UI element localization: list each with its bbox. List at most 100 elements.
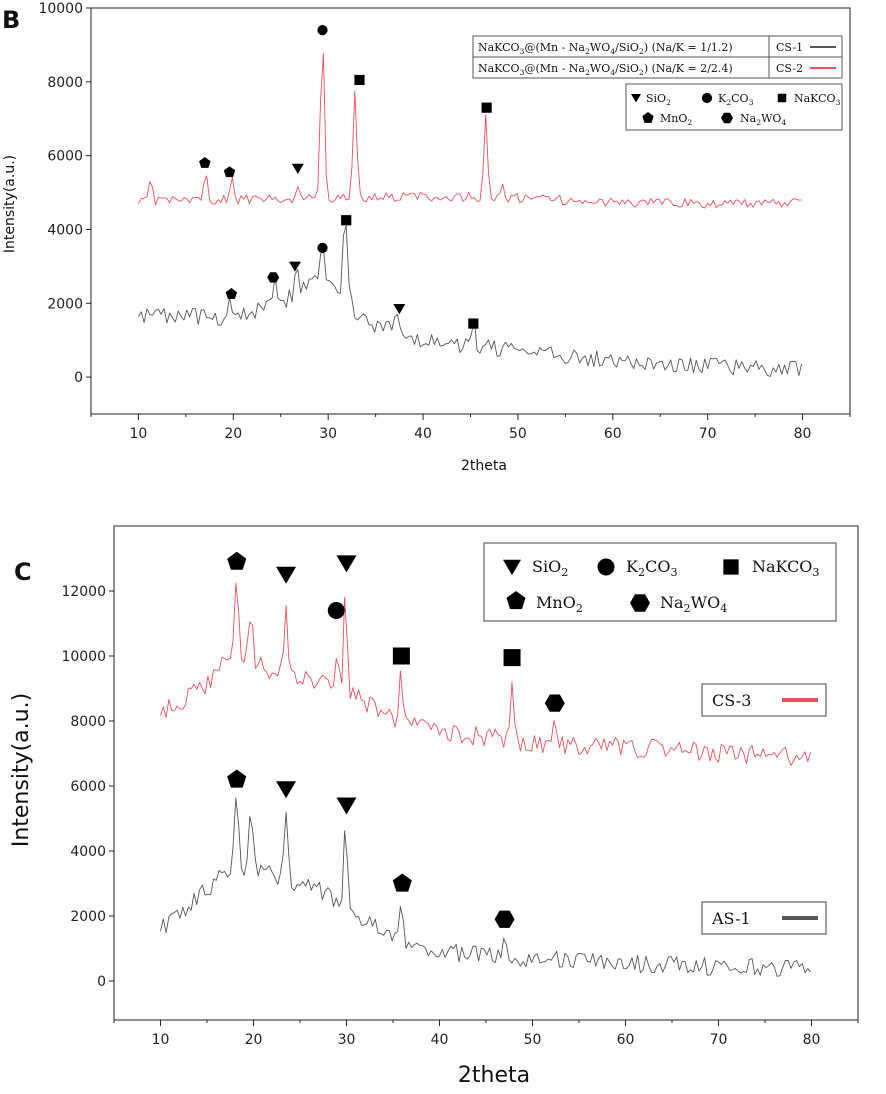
panel-c-x-axis: 10 20 30 40 50 60 70 80 [113,1020,859,1048]
legend-b-cs2-label: CS-2 [776,62,803,75]
x-tick-label: 40 [414,426,432,442]
key-c-na2wo4: Na2WO4 [660,593,727,615]
key-pentagon-icon [506,591,526,610]
peak-marker-triangle-icon [393,304,406,315]
legend-b-cs1-label: CS-1 [776,41,803,54]
legend-b-row-1-text: NaKCO3@(Mn - Na2WO4/SiO2) (Na/K = 1/1.2) [478,41,733,56]
peak-marker-triangle-icon [276,566,297,584]
y-tick-label: 6000 [70,779,106,795]
panel-b-y-label: Intensity(a.u.) [2,155,18,253]
x-tick-label: 30 [338,1032,356,1048]
y-tick-label: 10000 [61,649,106,665]
key-pentagon-icon [642,112,654,123]
peak-marker-pentagon-icon [199,157,211,168]
key-c-hexagon-icon [630,594,650,612]
peak-marker-pentagon-icon [227,769,247,788]
key-b-sio2: SiO2 [646,92,671,107]
x-tick-label: 60 [617,1032,635,1048]
peak-marker-square-icon [341,215,352,226]
peak-marker-triangle-icon [276,781,297,799]
y-tick-label: 8000 [47,75,83,91]
x-tick-label: 30 [319,426,337,442]
legend-c-cs3-label: CS-3 [712,691,751,710]
peak-marker-triangle-icon [288,261,301,272]
y-tick-label: 2000 [70,909,106,925]
key-circle-icon [701,92,713,104]
legend-c-as1[interactable]: AS-1 [701,901,827,935]
series-line-as-1 [160,797,811,977]
key-c-square-icon [723,559,739,575]
legend-c-as1-label: AS-1 [711,909,751,928]
key-c-mno2: MnO2 [536,593,583,615]
panel-b-peak-markers [199,25,492,329]
key-c-sio2: SiO2 [532,557,568,579]
peak-marker-triangle-icon [336,797,357,815]
peak-marker-triangle-icon [291,163,304,174]
panel-c: C 0 2000 4000 6000 8000 10000 12000 10 20 30 40 50… [9,525,859,1088]
peak-marker-square-icon [468,318,479,329]
panel-b-x-label: 2theta [461,458,507,474]
peak-marker-circle-icon [317,25,328,36]
peak-marker-triangle-icon [336,555,357,573]
x-tick-label: 20 [224,426,242,442]
panel-c-symbol-key: SiO2 K2CO3 NaKCO3 MnO2 Na2WO4 [483,542,837,622]
key-b-mno2: MnO2 [660,112,692,127]
panel-c-x-label: 2theta [458,1063,530,1088]
key-b-square-icon [777,93,787,103]
peak-marker-square-icon [503,649,521,667]
x-tick-label: 80 [803,1032,821,1048]
key-b-triangle-icon [631,94,641,103]
panel-b: B 0 2000 4000 6000 8000 10000 10 20 30 40 50 60 70 8… [2,1,851,474]
x-tick-label: 80 [794,426,812,442]
y-tick-label: 8000 [70,714,106,730]
peak-marker-pentagon-icon [227,551,247,570]
key-circle-icon [597,558,615,576]
panel-c-peak-markers [227,551,565,928]
peak-marker-square-icon [354,74,365,86]
panel-b-symbol-key: SiO2 K2CO3 NaKCO3 MnO2 Na2WO4 [625,83,843,131]
panel-b-x-axis: 10 20 30 40 50 60 70 80 [90,414,851,442]
y-tick-label: 12000 [61,584,106,600]
key-c-circle-icon [597,558,615,576]
x-tick-label: 20 [245,1032,263,1048]
peak-marker-pentagon-icon [225,288,238,299]
key-square-icon [723,559,739,575]
key-c-pentagon-icon [506,591,526,610]
y-tick-label: 0 [97,974,106,990]
legend-b-row-2-text: NaKCO3@(Mn - Na2WO4/SiO2) (Na/K = 2/2.4) [478,62,733,77]
y-tick-label: 4000 [47,222,83,238]
peak-marker-circle-icon [317,242,328,254]
key-b-na2wo4: Na2WO4 [740,112,786,127]
key-b-hexagon-icon [721,112,733,124]
peak-marker-hexagon-icon [494,910,515,928]
peak-marker-pentagon-icon [392,873,412,892]
key-hexagon-icon [630,594,650,612]
peak-marker-circle-icon [327,602,345,619]
key-b-k2co3: K2CO3 [718,92,754,107]
peak-marker-square-icon [481,102,492,113]
x-tick-label: 60 [604,426,622,442]
key-b-circle-icon [701,92,713,104]
x-tick-label: 50 [524,1032,542,1048]
panel-b-y-axis: 0 2000 4000 6000 8000 10000 [38,1,91,386]
y-tick-label: 10000 [38,1,83,17]
peak-marker-hexagon-icon [267,272,280,283]
x-tick-label: 10 [130,426,148,442]
y-tick-label: 6000 [47,149,83,165]
peak-marker-pentagon-icon [223,166,236,178]
panel-c-series [160,582,812,977]
x-tick-label: 70 [699,426,717,442]
key-hexagon-icon [721,112,733,124]
key-triangle-icon [631,94,641,103]
peak-marker-square-icon [392,647,410,665]
legend-c-cs3[interactable]: CS-3 [701,683,827,717]
panel-b-letter: B [2,6,20,34]
panel-b-series-legend[interactable]: NaKCO3@(Mn - Na2WO4/SiO2) (Na/K = 1/1.2)… [472,35,843,79]
series-line-cs-2 [138,52,802,209]
panel-b-series [138,52,803,377]
x-tick-label: 40 [431,1032,449,1048]
series-line-cs-3 [160,582,812,766]
key-square-icon [777,93,787,103]
series-line-cs-1 [138,224,803,377]
